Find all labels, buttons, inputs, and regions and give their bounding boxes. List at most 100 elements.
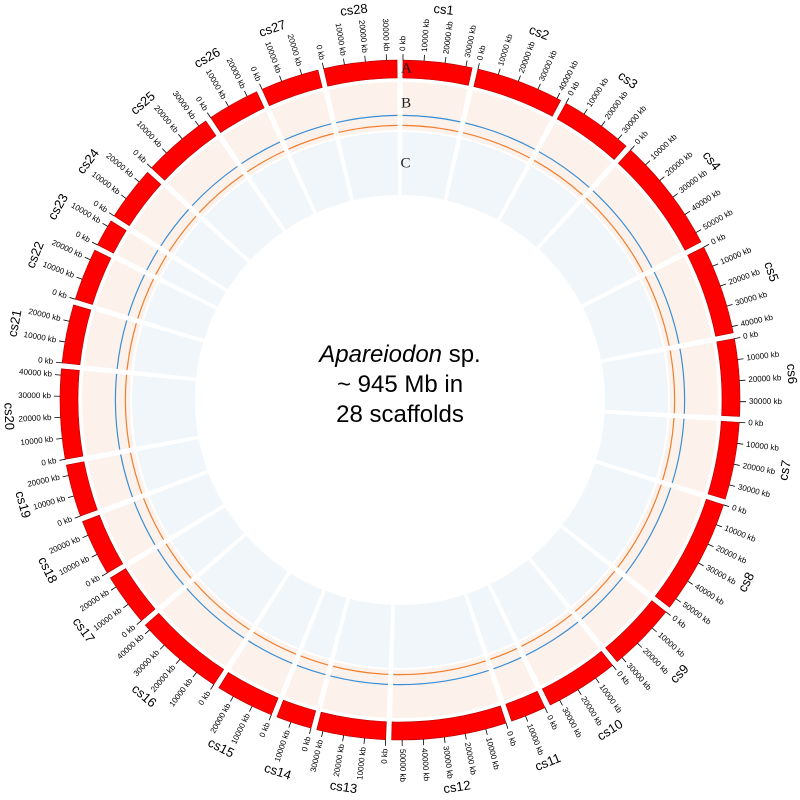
- tick-label: 20000 kb: [209, 701, 233, 735]
- tick-label: 10000 kb: [58, 554, 92, 577]
- scaffold-name: cs21: [4, 308, 24, 338]
- tick-mark: [595, 677, 600, 684]
- tick-mark: [505, 722, 509, 729]
- track-c-bg: [339, 132, 399, 201]
- suffix: sp.: [442, 341, 481, 368]
- tick-mark: [723, 504, 730, 508]
- tick-mark: [82, 534, 89, 539]
- ideogram: [61, 304, 92, 366]
- scaffold-name: cs3: [615, 68, 640, 92]
- scaffold-name: cs7: [775, 459, 793, 482]
- tick-mark: [443, 737, 446, 744]
- track-b-bg: [103, 496, 168, 562]
- tick-label: 10000 kb: [273, 728, 292, 763]
- ideogram: [59, 368, 84, 460]
- track-c-bg: [257, 573, 323, 649]
- track-line-orange: [168, 215, 197, 252]
- tick-label: 20000 kb: [579, 695, 604, 728]
- tick-label: 10000 kb: [597, 683, 624, 716]
- track-c-bg: [199, 535, 288, 625]
- track-b-bg: [328, 82, 398, 137]
- track-c-bg: [583, 279, 663, 360]
- ideogram: [316, 711, 387, 741]
- track-line-blue: [160, 209, 190, 247]
- track-c-bg: [144, 281, 216, 340]
- title-line-1: Apareiodon sp.: [317, 341, 480, 368]
- track-line-blue: [336, 114, 398, 124]
- track-c-bg: [401, 132, 457, 200]
- track-line-orange: [462, 132, 531, 159]
- tick-label: 30000 kb: [734, 290, 769, 308]
- tick-mark: [91, 554, 98, 558]
- tick-mark: [76, 276, 83, 280]
- tick-mark: [146, 163, 152, 169]
- tick-mark: [175, 658, 181, 665]
- scaffold-name: cs8: [735, 570, 758, 595]
- tick-mark: [726, 304, 733, 307]
- track-b-bg: [665, 342, 718, 416]
- tick-mark: [703, 244, 710, 248]
- scaffold-name: cs12: [442, 777, 471, 796]
- tick-label: 20000 kb: [152, 104, 180, 135]
- tick-label: 20000 kb: [463, 742, 478, 777]
- track-c-bg: [291, 139, 351, 213]
- tick-mark: [637, 642, 643, 648]
- tick-mark: [707, 543, 714, 548]
- tick-label: 20000 kb: [332, 743, 346, 777]
- tick-label: 10000 kb: [135, 119, 165, 150]
- tick-mark: [630, 145, 635, 151]
- tick-mark: [108, 212, 115, 217]
- tick-label: 0 kb: [258, 721, 272, 739]
- tick-label: 40000 kb: [19, 367, 53, 378]
- scaffold-name: cs1: [433, 1, 455, 18]
- track-line-orange: [288, 132, 334, 150]
- ideogram: [218, 672, 279, 716]
- ideogram: [82, 514, 124, 574]
- track-line-blue: [402, 114, 461, 123]
- tick-mark: [299, 68, 303, 75]
- ideogram: [65, 461, 98, 517]
- tick-mark: [123, 603, 129, 609]
- ideogram: [113, 171, 162, 227]
- track-line-orange: [575, 570, 616, 612]
- tick-label: 10000 kb: [355, 746, 367, 780]
- track-line-blue: [116, 320, 128, 369]
- scaffold-name: cs5: [761, 260, 782, 284]
- track-line-blue: [127, 274, 146, 316]
- tick-mark: [59, 458, 66, 461]
- tick-mark: [444, 57, 447, 64]
- track-line-orange: [143, 497, 165, 540]
- track-line-blue: [248, 640, 293, 665]
- tick-label: 20000 kb: [663, 149, 694, 177]
- tick-mark: [729, 484, 736, 487]
- tick-mark: [577, 689, 582, 695]
- tick-label: 10000 kb: [723, 523, 757, 544]
- tick-mark: [651, 627, 657, 633]
- tick-label: 10000 kb: [649, 132, 679, 162]
- tick-label: 20000 kb: [748, 373, 782, 384]
- ideogram: [276, 699, 317, 729]
- scaffold-name: cs26: [191, 44, 222, 71]
- tick-label: 40000 kb: [690, 187, 723, 213]
- tick-mark: [518, 75, 521, 82]
- tick-label: 10000 kb: [656, 630, 687, 659]
- tick-mark: [110, 586, 117, 591]
- track-line-orange: [126, 323, 137, 371]
- tick-label: 10000 kb: [525, 723, 546, 757]
- ideogram: [707, 420, 740, 500]
- genus: Apareiodon: [317, 341, 442, 368]
- track-c-bg: [204, 180, 283, 261]
- tick-mark: [716, 524, 723, 528]
- tick-mark: [665, 611, 671, 616]
- track-b-bg: [132, 187, 200, 254]
- tick-mark: [259, 83, 263, 90]
- track-line-blue: [653, 271, 680, 344]
- track-c-bg: [500, 166, 579, 247]
- tick-mark: [62, 475, 69, 478]
- track-b-bg: [117, 232, 171, 277]
- title-line-3: 28 scaffolds: [336, 401, 464, 428]
- tick-mark: [136, 620, 142, 625]
- track-line-orange: [533, 159, 584, 196]
- tick-mark: [69, 297, 76, 300]
